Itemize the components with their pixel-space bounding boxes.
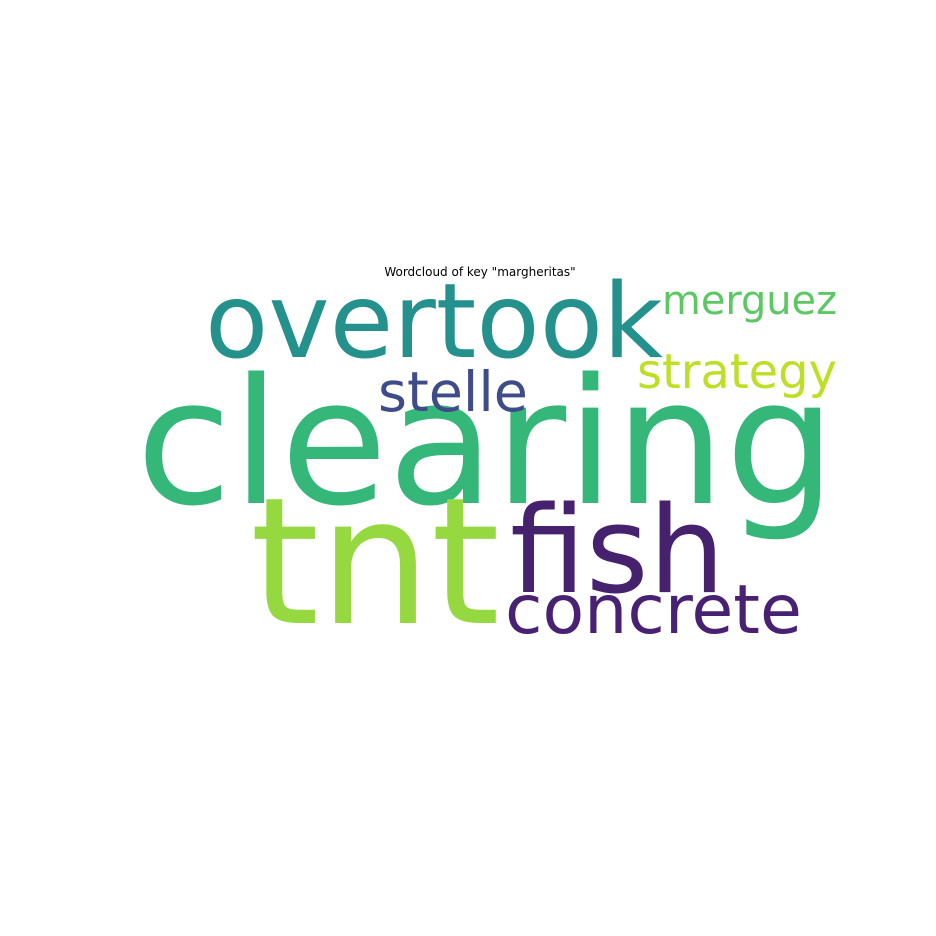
word-clearing: clearing [136,342,836,546]
word-stelle: stelle [378,360,528,426]
word-concrete: concrete [505,570,802,650]
word-merguez: merguez [662,278,837,325]
word-fish: fish [510,480,725,621]
chart-title: Wordcloud of key "margheritas" [384,265,576,279]
word-strategy: strategy [637,344,837,401]
word-tnt: tnt [250,458,500,665]
word-overtook: overtook [205,261,663,382]
